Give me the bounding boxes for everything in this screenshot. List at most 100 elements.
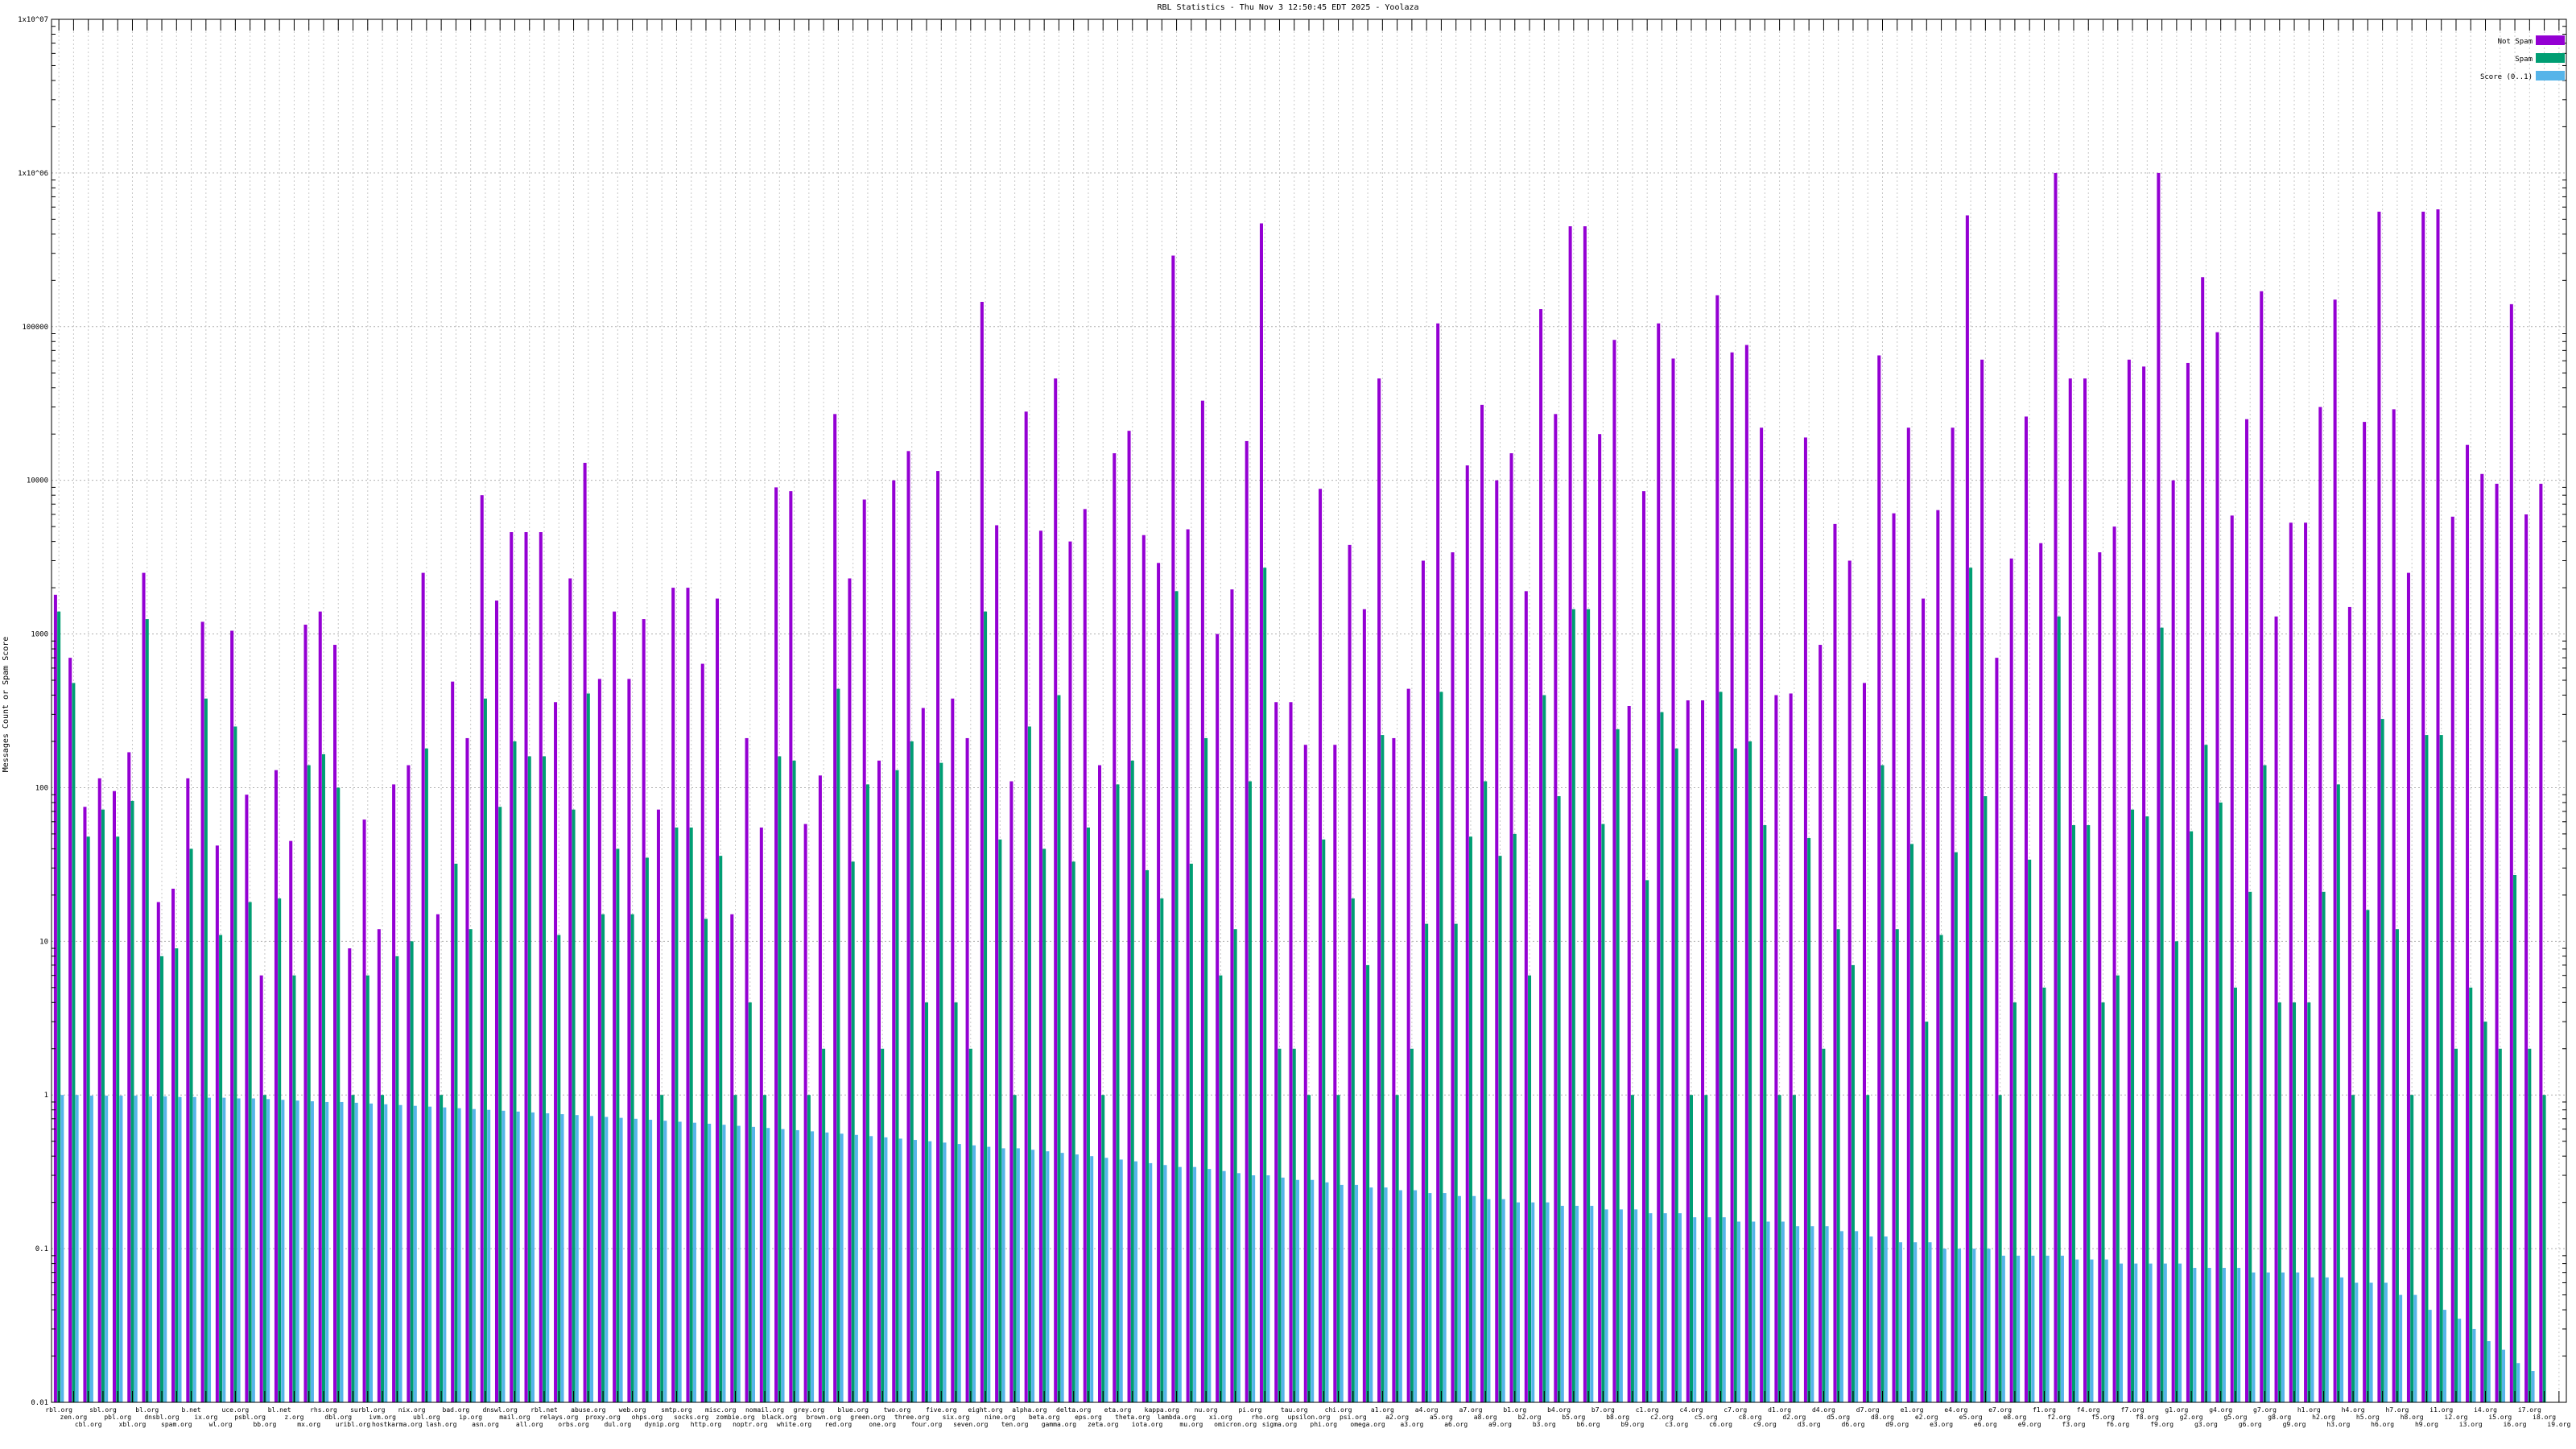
bar-spam-150 bbox=[2263, 765, 2267, 1402]
bar-spam-156 bbox=[2351, 1095, 2355, 1402]
x-category-label: a7.org bbox=[1459, 1406, 1483, 1414]
x-category-label: brown.org bbox=[806, 1414, 841, 1421]
bar-spam-14 bbox=[262, 1095, 266, 1402]
bar-spam-139 bbox=[2101, 1002, 2105, 1402]
bar-score-0-1--86 bbox=[1325, 1182, 1329, 1402]
x-category-label: h3.org bbox=[2326, 1421, 2350, 1428]
x-category-label: delta.org bbox=[1056, 1406, 1092, 1414]
bar-score-0-1--116 bbox=[1766, 1221, 1770, 1402]
x-category-label: h8.org bbox=[2401, 1414, 2424, 1421]
bar-spam-148 bbox=[2233, 987, 2237, 1402]
bar-score-0-1--1 bbox=[75, 1095, 79, 1402]
bar-score-0-1--44 bbox=[708, 1123, 712, 1402]
bar-spam-159 bbox=[2395, 929, 2399, 1402]
x-category-label: f6.org bbox=[2106, 1421, 2129, 1428]
bar-score-0-1--34 bbox=[560, 1114, 564, 1402]
bar-not-spam-156 bbox=[2347, 606, 2351, 1402]
x-category-label: i7.org bbox=[2518, 1406, 2541, 1414]
bar-spam-140 bbox=[2116, 975, 2120, 1402]
bar-spam-17 bbox=[307, 765, 311, 1402]
bar-not-spam-86 bbox=[1319, 489, 1323, 1402]
bar-score-0-1--77 bbox=[1193, 1166, 1197, 1402]
bar-spam-105 bbox=[1601, 824, 1605, 1402]
legend-label: Not Spam bbox=[2498, 38, 2533, 46]
bar-score-0-1--81 bbox=[1252, 1175, 1256, 1402]
bar-not-spam-132 bbox=[1995, 658, 1999, 1402]
bar-spam-58 bbox=[910, 741, 914, 1402]
x-category-label: all.org bbox=[516, 1421, 543, 1428]
bar-spam-115 bbox=[1748, 741, 1752, 1402]
bar-spam-0 bbox=[57, 611, 61, 1402]
bar-spam-169 bbox=[2542, 1095, 2546, 1402]
bar-score-0-1--106 bbox=[1619, 1209, 1623, 1402]
bar-score-0-1--66 bbox=[1031, 1150, 1035, 1402]
bar-not-spam-65 bbox=[1009, 781, 1013, 1402]
bar-score-0-1--0 bbox=[60, 1095, 64, 1402]
bar-not-spam-129 bbox=[1951, 427, 1955, 1402]
bar-score-0-1--79 bbox=[1222, 1170, 1226, 1402]
x-category-label: three.org bbox=[894, 1414, 930, 1421]
bar-spam-99 bbox=[1513, 833, 1517, 1402]
bar-score-0-1--160 bbox=[2413, 1294, 2417, 1402]
bar-spam-83 bbox=[1278, 1048, 1282, 1402]
bar-score-0-1--57 bbox=[898, 1138, 902, 1402]
bar-not-spam-103 bbox=[1568, 226, 1572, 1402]
bar-score-0-1--33 bbox=[546, 1113, 550, 1402]
bar-not-spam-11 bbox=[215, 845, 219, 1402]
x-category-label: h5.org bbox=[2356, 1414, 2380, 1421]
bar-score-0-1--136 bbox=[2060, 1255, 2064, 1402]
bar-spam-137 bbox=[2071, 825, 2075, 1402]
bar-not-spam-145 bbox=[2186, 362, 2190, 1402]
x-category-label: relays.org bbox=[539, 1414, 578, 1421]
bar-not-spam-16 bbox=[289, 840, 293, 1402]
x-category-label: i8.org bbox=[2533, 1414, 2556, 1421]
bar-not-spam-9 bbox=[186, 778, 190, 1402]
bar-not-spam-27 bbox=[451, 681, 455, 1402]
bar-spam-48 bbox=[763, 1095, 767, 1402]
x-category-label: e1.org bbox=[1901, 1406, 1924, 1414]
bar-spam-29 bbox=[483, 698, 487, 1402]
bar-not-spam-71 bbox=[1098, 765, 1102, 1402]
bar-spam-123 bbox=[1866, 1095, 1870, 1402]
bar-score-0-1--64 bbox=[1001, 1148, 1005, 1402]
bar-not-spam-4 bbox=[112, 791, 116, 1402]
bar-not-spam-143 bbox=[2157, 172, 2161, 1402]
bar-score-0-1--42 bbox=[678, 1121, 682, 1402]
x-category-label: lash.org bbox=[426, 1421, 457, 1428]
x-category-label: green.org bbox=[850, 1414, 886, 1421]
bar-not-spam-89 bbox=[1362, 609, 1366, 1402]
bar-score-0-1--3 bbox=[105, 1096, 109, 1402]
x-category-label: b3.org bbox=[1533, 1421, 1556, 1428]
bar-not-spam-167 bbox=[2509, 303, 2513, 1402]
bar-not-spam-51 bbox=[803, 824, 807, 1402]
bar-not-spam-8 bbox=[171, 888, 175, 1402]
x-category-label: b7.org bbox=[1591, 1406, 1615, 1414]
bar-spam-62 bbox=[968, 1048, 972, 1402]
bar-score-0-1--98 bbox=[1501, 1199, 1505, 1402]
x-category-label: one.org bbox=[869, 1421, 896, 1428]
bar-spam-21 bbox=[365, 975, 369, 1402]
bar-not-spam-48 bbox=[759, 828, 763, 1402]
bar-not-spam-84 bbox=[1289, 702, 1293, 1402]
bar-not-spam-43 bbox=[686, 588, 690, 1402]
x-category-label: f7.org bbox=[2121, 1406, 2145, 1414]
bar-spam-113 bbox=[1719, 691, 1723, 1402]
x-category-label: nix.org bbox=[398, 1406, 426, 1414]
bar-score-0-1--4 bbox=[119, 1096, 123, 1402]
x-category-label: g6.org bbox=[2239, 1421, 2262, 1428]
bar-spam-125 bbox=[1895, 929, 1899, 1402]
bar-score-0-1--45 bbox=[722, 1125, 726, 1402]
bar-spam-28 bbox=[469, 929, 473, 1402]
bar-not-spam-109 bbox=[1657, 323, 1661, 1403]
bar-score-0-1--90 bbox=[1384, 1187, 1388, 1402]
bar-spam-51 bbox=[807, 1095, 811, 1402]
bar-spam-157 bbox=[2366, 910, 2370, 1402]
bar-score-0-1--68 bbox=[1060, 1153, 1064, 1402]
bar-score-0-1--134 bbox=[2031, 1255, 2035, 1402]
x-category-label: dnswl.org bbox=[483, 1406, 518, 1414]
bar-spam-118 bbox=[1792, 1095, 1796, 1402]
bar-not-spam-83 bbox=[1274, 702, 1278, 1402]
bar-score-0-1--7 bbox=[163, 1096, 167, 1402]
x-category-label: d6.org bbox=[1842, 1421, 1865, 1428]
